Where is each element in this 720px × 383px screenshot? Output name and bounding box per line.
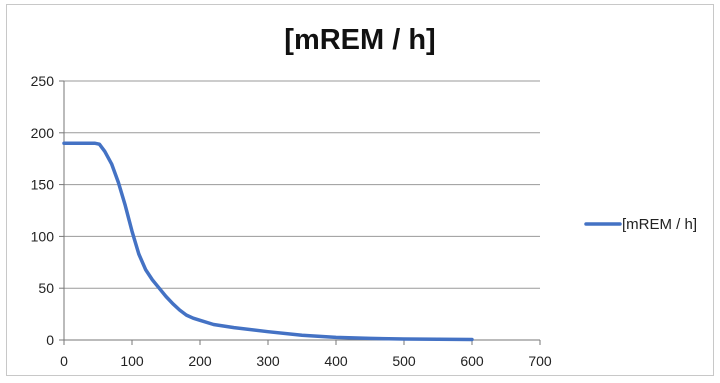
x-tick-label: 0 — [60, 353, 68, 369]
legend: [mREM / h] — [584, 216, 697, 233]
legend-label: [mREM / h] — [622, 216, 697, 233]
x-tick-label: 300 — [256, 353, 280, 369]
series-lines — [62, 141, 474, 342]
x-tick-label: 200 — [188, 353, 212, 369]
x-tick-label: 400 — [324, 353, 348, 369]
x-tick-label: 700 — [528, 353, 552, 369]
chart-title: [mREM / h] — [284, 24, 435, 56]
y-tick-label: 200 — [31, 125, 55, 141]
series-line-0 — [62, 141, 474, 342]
gridlines — [64, 80, 540, 289]
y-tick-label: 100 — [31, 228, 55, 244]
axes: 0 50 100 150 200 250 0 100 200 300 400 500 600 700 — [31, 73, 552, 369]
x-tick-label: 500 — [392, 353, 416, 369]
y-tick-label: 150 — [31, 177, 55, 193]
y-tick-label: 50 — [38, 280, 54, 296]
y-tick-label: 250 — [31, 73, 55, 89]
y-tick-label: 0 — [46, 332, 54, 348]
x-tick-label: 100 — [120, 353, 144, 369]
x-tick-label: 600 — [460, 353, 484, 369]
chart-frame — [6, 4, 714, 376]
